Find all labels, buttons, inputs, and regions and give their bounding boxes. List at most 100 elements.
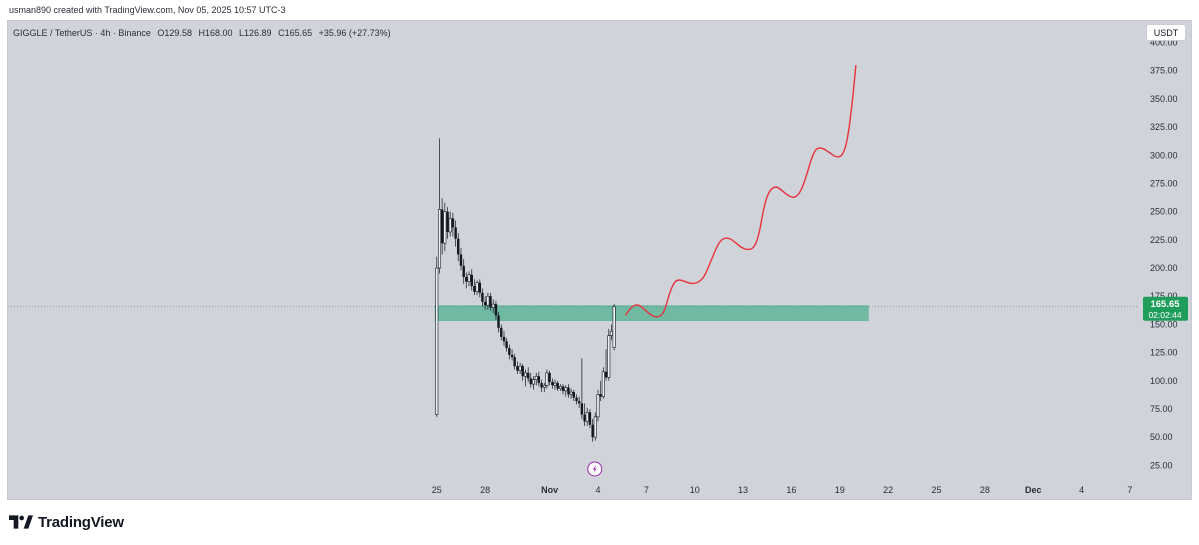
- candle-body: [473, 286, 476, 292]
- candle-body: [558, 386, 562, 389]
- candle-body: [529, 378, 532, 385]
- x-tick-label: 28: [480, 485, 490, 495]
- candle-body: [470, 274, 473, 287]
- candle-body: [567, 387, 570, 395]
- candle-body: [467, 274, 471, 282]
- footer-brand[interactable]: TradingView: [9, 512, 124, 532]
- candle-body: [534, 375, 538, 380]
- price-label-countdown: 02:02:44: [1148, 310, 1181, 320]
- x-tick-label: 22: [883, 485, 893, 495]
- symbol-pair: GIGGLE / TetherUS · 4h · Binance: [13, 28, 151, 38]
- low-value: L126.89: [239, 28, 272, 38]
- candle-body: [516, 366, 519, 371]
- y-tick-label: 150.00: [1150, 319, 1178, 329]
- x-tick-label: 10: [690, 485, 700, 495]
- y-tick-label: 25.00: [1150, 460, 1173, 470]
- candle-body: [593, 416, 597, 438]
- x-tick-label: 4: [595, 485, 600, 495]
- x-tick-label: 7: [1127, 485, 1132, 495]
- y-tick-label: 50.00: [1150, 432, 1173, 442]
- candle-body: [572, 392, 576, 398]
- y-tick-label: 400.00: [1150, 38, 1178, 48]
- candle-body: [553, 382, 557, 386]
- lightning-bolt-icon: [592, 465, 597, 473]
- candle-body: [577, 401, 581, 404]
- y-tick-label: 200.00: [1150, 263, 1178, 273]
- chart-area[interactable]: [7, 20, 1192, 500]
- candle-body: [596, 394, 600, 418]
- candle-body: [580, 403, 584, 415]
- candle-body: [601, 371, 605, 397]
- y-tick-label: 325.00: [1150, 122, 1178, 132]
- candle-body: [575, 397, 578, 402]
- y-tick-label: 100.00: [1150, 376, 1178, 386]
- candle-body: [540, 383, 543, 388]
- candle-body: [537, 376, 541, 384]
- candle-body: [542, 384, 546, 388]
- candle-body: [604, 371, 608, 378]
- candle-body: [502, 336, 506, 342]
- candle-body: [564, 387, 568, 392]
- candle-body: [489, 296, 492, 308]
- projection-line: [624, 65, 857, 318]
- candle-body: [443, 211, 447, 244]
- x-tick-label: 25: [432, 485, 442, 495]
- candle-body: [481, 292, 484, 302]
- candle-body: [510, 354, 514, 358]
- candle-body: [513, 357, 516, 367]
- candle-body: [459, 254, 463, 266]
- x-tick-label: 4: [1079, 485, 1084, 495]
- candle-body: [526, 372, 530, 379]
- candle-body: [438, 209, 442, 269]
- creator-line: usman890 created with TradingView.com, N…: [9, 5, 286, 15]
- y-tick-label: 350.00: [1150, 94, 1178, 104]
- x-tick-label: Dec: [1025, 485, 1042, 495]
- candle-body: [497, 315, 500, 328]
- candle-body: [607, 335, 611, 378]
- candle-body: [588, 412, 592, 425]
- y-tick-label: 125.00: [1150, 348, 1178, 358]
- tradingview-logo-icon: [9, 515, 33, 529]
- y-tick-label: 275.00: [1150, 178, 1178, 188]
- candle-body: [523, 372, 527, 377]
- candle-body: [556, 383, 559, 389]
- candle-body: [569, 391, 573, 395]
- y-tick-label: 250.00: [1150, 207, 1178, 217]
- candle-body: [486, 295, 490, 306]
- candle-body: [475, 282, 479, 293]
- candle-body: [583, 414, 586, 422]
- currency-button[interactable]: USDT: [1146, 24, 1186, 41]
- candle-body: [591, 424, 594, 438]
- brand-name: TradingView: [38, 513, 124, 531]
- open-value: O129.58: [157, 28, 192, 38]
- x-tick-label: 25: [931, 485, 941, 495]
- candle-body: [448, 218, 452, 233]
- candle-body: [483, 301, 487, 306]
- candle-body: [478, 282, 482, 293]
- close-value: C165.65: [278, 28, 313, 38]
- candle-body: [548, 372, 551, 382]
- candle-body: [518, 365, 522, 371]
- candle-body: [585, 412, 589, 422]
- candle-body: [494, 304, 498, 316]
- candle-body: [440, 209, 444, 244]
- y-tick-label: 175.00: [1150, 291, 1178, 301]
- candle-body: [599, 394, 602, 397]
- support-zone: [434, 305, 869, 322]
- candle-body: [457, 238, 460, 255]
- candle-body: [491, 303, 495, 308]
- y-tick-label: 75.00: [1150, 404, 1173, 414]
- y-tick-label: 225.00: [1150, 235, 1178, 245]
- symbol-info-line: GIGGLE / TetherUS · 4h · Binance O129.58…: [13, 28, 395, 38]
- x-tick-label: 16: [786, 485, 796, 495]
- candle-body: [521, 366, 524, 377]
- candle-body: [505, 341, 508, 349]
- candle-body: [446, 211, 449, 232]
- x-tick-label: 13: [738, 485, 748, 495]
- price-label-value: 165.65: [1150, 299, 1180, 310]
- x-tick-label: Nov: [541, 485, 558, 495]
- candle-body: [454, 227, 457, 239]
- candle-body: [435, 267, 439, 415]
- candle-body: [465, 277, 468, 282]
